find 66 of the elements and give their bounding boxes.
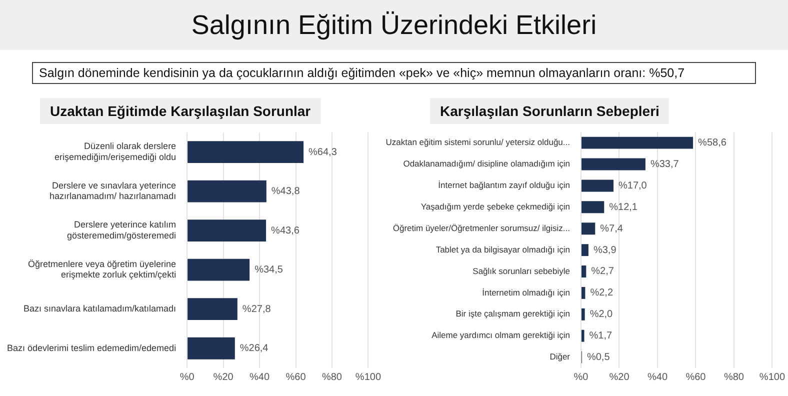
- data-label: %27,8: [242, 304, 272, 315]
- y-tick-label: Derslere ve sınavlara yeterince hazırlanamadım/ hazırlanamadı: [50, 180, 176, 202]
- y-tick-label: Bir işte çalışmam gerektiği için: [456, 308, 570, 319]
- data-label: %2,2: [590, 288, 614, 299]
- y-tick-label: Derslere yeterince katılım gösteremedim/gösteremedi: [67, 220, 176, 240]
- x-tick-label: %80: [322, 372, 342, 383]
- bar: [188, 220, 266, 242]
- y-tick-label: Sağlık sorunları sebebiyle: [472, 266, 570, 276]
- y-tick-label: Yaşadığım yerde şebeke çekmediği için: [420, 202, 570, 212]
- bar: [582, 180, 614, 192]
- chart-title: Uzaktan Eğitimde Karşılaşılan Sorunlar: [40, 98, 321, 124]
- y-tick-label: Düzenli olarak derslere erişemediğim/erişemediği oldu: [54, 141, 176, 162]
- bar: [582, 158, 646, 170]
- data-label: %3,9: [593, 244, 617, 256]
- x-tick-label: %80: [724, 372, 744, 383]
- data-label: %7,4: [600, 223, 624, 234]
- bar: [188, 337, 235, 360]
- data-label: %33,7: [650, 159, 680, 170]
- bar: [582, 308, 585, 320]
- x-tick-label: %0: [180, 372, 195, 383]
- data-label: %43,6: [271, 225, 300, 236]
- x-tick-label: %60: [686, 372, 706, 383]
- data-label: %0,5: [586, 352, 610, 364]
- x-tick-label: %40: [647, 372, 668, 383]
- data-label: %64,3: [308, 146, 338, 158]
- text: Salgının Eğitim Üzerindeki Etkileri: [0, 0, 788, 50]
- y-tick-label: Odaklanamadığım/ disipline olamadığım için: [403, 158, 570, 169]
- text: Salgın döneminde kendisinin ya da çocuklarının aldığı eğitimden «pek» ve «hiç» memnun olmayanların oranı: %50,7: [32, 62, 756, 84]
- data-label: %17,0: [618, 180, 648, 192]
- x-tick-label: %20: [609, 372, 630, 383]
- y-tick-label: Öğretim üyeler/Öğretmenler sorumsuz/ ilgisiz...: [392, 222, 570, 233]
- data-label: %1,7: [589, 330, 612, 342]
- y-tick-label: Bazı sınavlara katılamadım/katılamadı: [23, 304, 176, 314]
- bar: [582, 222, 596, 235]
- y-tick-label: Diğer: [550, 352, 570, 362]
- x-tick-label: %40: [250, 372, 270, 383]
- data-label: %43,8: [271, 186, 300, 198]
- x-tick-label: %100: [759, 372, 786, 383]
- x-tick-label: %20: [213, 372, 234, 383]
- data-label: %34,5: [254, 264, 284, 276]
- bar: [582, 266, 586, 278]
- data-label: %26,4: [240, 343, 269, 354]
- data-label: %12,1: [609, 202, 638, 213]
- bar: [188, 180, 266, 202]
- bar: [582, 201, 604, 214]
- data-label: %2,7: [591, 266, 614, 278]
- bar: [582, 244, 588, 256]
- y-tick-label: İnternetim olmadığı için: [482, 287, 570, 298]
- y-tick-label: Tablet ya da bilgisayar olmadığı için: [436, 244, 570, 254]
- x-tick-label: %100: [355, 372, 382, 383]
- y-tick-label: Öğretmenlere veya öğretim üyelerine erişmekte zorluk çektim/çekti: [28, 258, 176, 280]
- data-label: %58,6: [698, 138, 727, 149]
- y-tick-label: İnternet bağlantım zayıf olduğu için: [438, 180, 570, 190]
- y-tick-label: Bazı ödevlerimi teslim edemedim/edemedi: [6, 342, 176, 353]
- data-label: %2,0: [590, 309, 614, 320]
- y-tick-label: Aileme yardımcı olmam gerektiği için: [432, 330, 570, 340]
- chart-title: Karşılaşılan Sorunların Sebepleri: [430, 98, 670, 124]
- bar: [188, 258, 250, 281]
- bar: [582, 286, 586, 299]
- bar: [582, 136, 694, 149]
- bar: [188, 298, 238, 320]
- x-tick-label: %0: [574, 372, 589, 383]
- y-tick-label: Uzaktan eğitim sistemi sorunlu/ yetersiz olduğu...: [386, 137, 570, 148]
- bar: [582, 330, 584, 342]
- x-tick-label: %60: [286, 372, 306, 383]
- bar: [188, 141, 304, 163]
